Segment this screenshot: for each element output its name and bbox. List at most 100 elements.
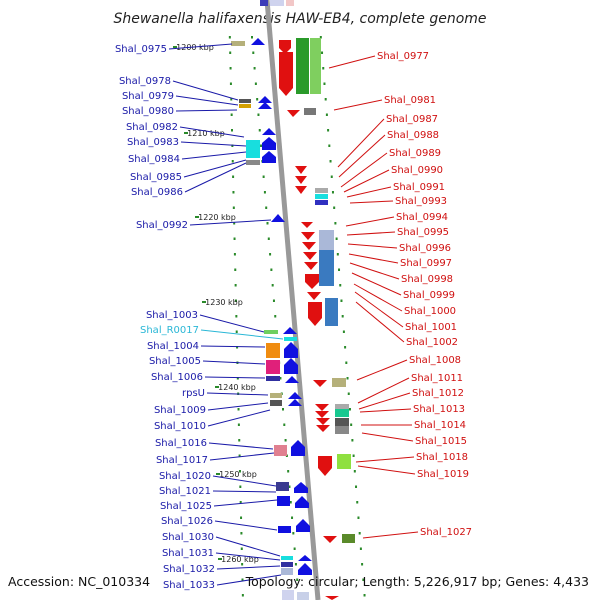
gene-label-left[interactable]: Shal_1009 [154, 405, 206, 416]
feature-arrow-1012[interactable] [315, 411, 329, 418]
feature-arrow-1026[interactable] [296, 519, 310, 532]
feature-shal-1013[interactable] [335, 409, 349, 417]
feature-green-0977[interactable] [296, 38, 309, 94]
gene-label-right[interactable]: Shal_1027 [420, 527, 472, 538]
gene-label-right[interactable]: Shal_1019 [417, 469, 469, 480]
feature-bottom-2[interactable] [325, 596, 339, 600]
feature-arrow-0980b[interactable] [258, 102, 272, 109]
gene-label-left[interactable]: Shal_1003 [146, 310, 198, 321]
feature-shal-1025[interactable] [277, 496, 290, 506]
gene-label-right[interactable]: Shal_0998 [401, 274, 453, 285]
feature-arrow-0989[interactable] [295, 186, 307, 194]
gene-label-left[interactable]: Shal_1030 [162, 532, 214, 543]
feature-arrow-0988[interactable] [295, 176, 307, 184]
feature-shal-1015[interactable] [335, 426, 349, 434]
feature-arrow-0987[interactable] [295, 166, 307, 174]
feature-shal-1014[interactable] [335, 418, 349, 426]
feature-arrow-0999[interactable] [304, 262, 318, 270]
feature-arrow-1027[interactable] [323, 536, 337, 543]
feature-arrow-0993[interactable] [301, 222, 313, 228]
gene-label-left[interactable]: Shal_1025 [160, 501, 212, 512]
feature-arrow-0982[interactable] [262, 128, 276, 135]
gene-label-right[interactable]: Shal_0991 [393, 182, 445, 193]
gene-label-left[interactable]: Shal_1020 [159, 471, 211, 482]
gene-label-left[interactable]: Shal_1016 [155, 438, 207, 449]
feature-arrow-0984[interactable] [262, 151, 276, 163]
feature-shal-0983[interactable] [246, 140, 260, 158]
gene-label-left[interactable]: Shal_1031 [162, 548, 214, 559]
feature-arrow-1001[interactable] [307, 292, 321, 300]
feature-bottom-1[interactable] [297, 592, 309, 600]
gene-label-right[interactable]: Shal_1001 [405, 322, 457, 333]
feature-shal-1005[interactable] [266, 360, 280, 374]
feature-shal-1002[interactable] [325, 298, 338, 326]
feature-arrow-1006[interactable] [285, 376, 299, 383]
feature-arrow-1010[interactable] [288, 399, 302, 406]
feature-shal-1032[interactable] [281, 568, 293, 575]
feature-arrow-1025[interactable] [295, 496, 309, 508]
feature-arrow-1000[interactable] [305, 274, 319, 289]
gene-label-right[interactable]: Shal_1011 [411, 373, 463, 384]
feature-arrow-0983[interactable] [262, 137, 276, 150]
feature-shal-0981[interactable] [304, 108, 316, 115]
feature-top-3[interactable] [286, 0, 294, 6]
feature-shal-1020[interactable] [276, 482, 289, 491]
feature-arrow-0995[interactable] [301, 232, 315, 240]
feature-arrow-0977a[interactable] [279, 40, 291, 54]
feature-shal-1031[interactable] [281, 562, 293, 567]
feature-shal-1008[interactable] [332, 378, 346, 387]
gene-label-left[interactable]: Shal_R0017 [140, 325, 199, 336]
feature-shal-1033[interactable] [282, 590, 294, 600]
gene-label-right[interactable]: Shal_0999 [403, 290, 455, 301]
feature-arrow-1018[interactable] [318, 456, 332, 476]
feature-shal-1009[interactable] [270, 400, 282, 406]
feature-shal-0997[interactable] [319, 250, 334, 286]
feature-shal-r0017[interactable] [284, 337, 297, 341]
gene-label-left[interactable]: Shal_0983 [127, 137, 179, 148]
gene-label-right[interactable]: Shal_0996 [399, 243, 451, 254]
feature-shal-1006[interactable] [266, 376, 280, 381]
gene-label-right[interactable]: Shal_0987 [386, 114, 438, 125]
feature-shal-1030[interactable] [281, 556, 293, 560]
gene-label-right[interactable]: Shal_1000 [404, 306, 456, 317]
feature-shal-0990[interactable] [315, 188, 328, 193]
feature-arrow-1021[interactable] [294, 482, 308, 493]
feature-arrow-1002[interactable] [308, 302, 322, 326]
feature-arrow-1005[interactable] [284, 358, 298, 374]
gene-label-right[interactable]: Shal_0981 [384, 95, 436, 106]
feature-arrow-1003[interactable] [283, 327, 297, 334]
gene-label-right[interactable]: Shal_0994 [396, 212, 448, 223]
gene-label-left[interactable]: Shal_1006 [151, 372, 203, 383]
feature-shal-0978[interactable] [239, 99, 251, 103]
feature-arrow-1013[interactable] [316, 418, 330, 425]
feature-arrow-1031[interactable] [298, 563, 312, 575]
feature-arrow-1030[interactable] [298, 555, 312, 561]
feature-arrow-1014[interactable] [316, 425, 330, 432]
feature-shal-0991b[interactable] [315, 200, 328, 205]
feature-arrow-rpsu[interactable] [288, 392, 302, 399]
gene-label-right[interactable]: Shal_0990 [391, 165, 443, 176]
gene-label-right[interactable]: Shal_1008 [409, 355, 461, 366]
gene-label-left[interactable]: Shal_0980 [122, 106, 174, 117]
gene-label-right[interactable]: Shal_0989 [389, 148, 441, 159]
feature-rpsu[interactable] [270, 393, 282, 398]
gene-label-left[interactable]: Shal_1026 [161, 516, 213, 527]
feature-arrow-1008[interactable] [313, 380, 327, 387]
feature-arrow-0980a[interactable] [258, 96, 272, 103]
gene-label-right[interactable]: Shal_1002 [406, 337, 458, 348]
feature-shal-0979[interactable] [239, 104, 251, 108]
feature-shal-0977[interactable] [279, 52, 293, 88]
feature-shal-1016[interactable] [274, 445, 287, 456]
feature-lightgreen-0977[interactable] [310, 38, 321, 94]
gene-label-left[interactable]: rpsU [182, 388, 205, 399]
feature-shal-0975[interactable] [231, 41, 245, 46]
feature-arrow-1004[interactable] [284, 342, 298, 358]
gene-label-left[interactable]: Shal_1017 [156, 455, 208, 466]
gene-label-right[interactable]: Shal_0988 [387, 130, 439, 141]
feature-top-1[interactable] [260, 0, 268, 6]
gene-label-right[interactable]: Shal_1014 [414, 420, 466, 431]
gene-label-left[interactable]: Shal_0984 [128, 154, 180, 165]
feature-top-2[interactable] [270, 0, 284, 6]
feature-shal-0994[interactable] [319, 230, 334, 250]
gene-label-left[interactable]: Shal_1032 [163, 564, 215, 575]
